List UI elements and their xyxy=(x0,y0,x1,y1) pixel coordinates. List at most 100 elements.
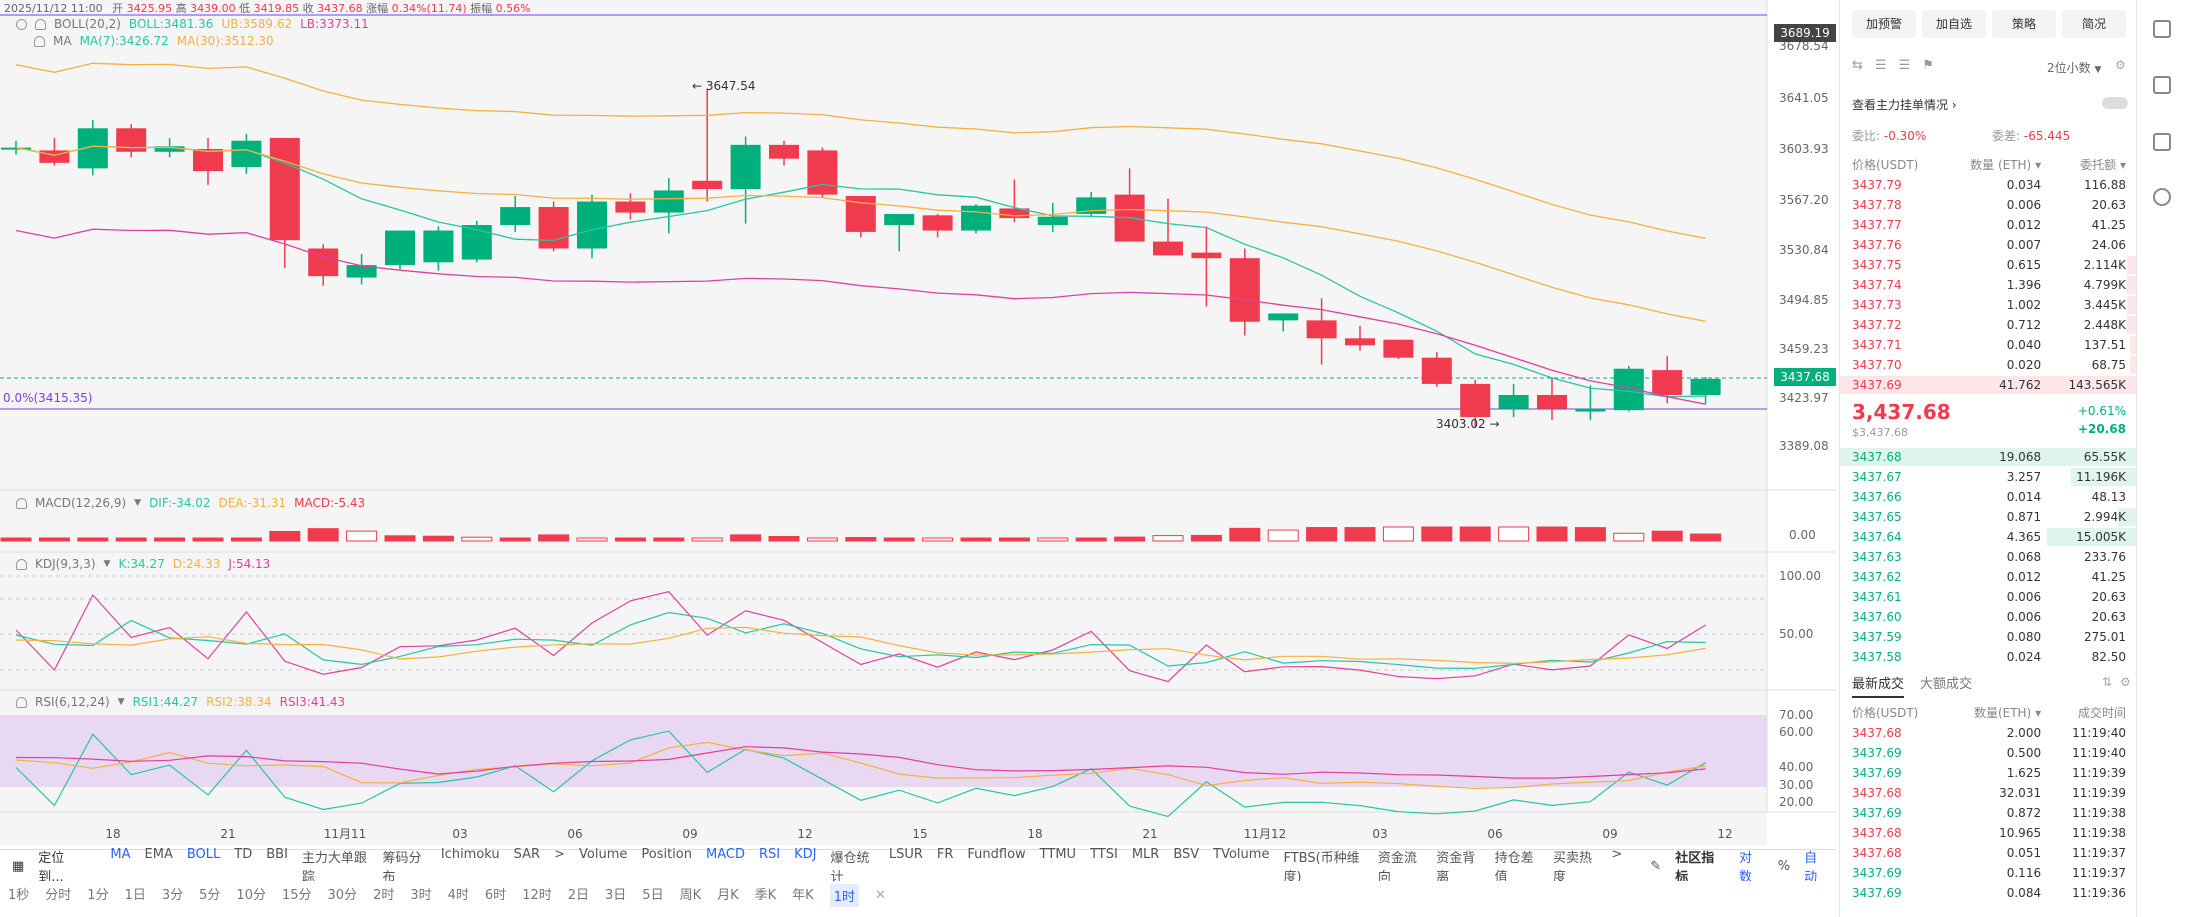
exchange-icon[interactable] xyxy=(2153,188,2171,206)
interval-item[interactable]: 周K xyxy=(679,887,702,903)
tab-latest-trades[interactable]: 最新成交 xyxy=(1852,673,1905,698)
indicator-item[interactable]: LSUR xyxy=(888,847,923,862)
candle-body[interactable] xyxy=(1,147,31,150)
interval-item[interactable]: 2时 xyxy=(373,887,395,903)
add-watchlist-button[interactable]: 加自选 xyxy=(1922,10,1986,38)
candle-body[interactable] xyxy=(577,201,607,249)
candle-body[interactable] xyxy=(1575,408,1606,412)
candle-body[interactable] xyxy=(1383,339,1414,358)
macd-legend[interactable]: MACD(12,26,9) ▼ DIF:-34.02 DEA:-31.31 MA… xyxy=(16,496,365,510)
interval-item[interactable]: 1时 xyxy=(829,883,859,907)
interval-item[interactable]: 4时 xyxy=(447,887,469,903)
indicator-item[interactable]: TVolume xyxy=(1213,847,1270,862)
ask-row[interactable]: 3437.69 41.762 143.565K xyxy=(1840,375,2136,395)
candle-body[interactable] xyxy=(116,128,147,152)
settings-icon[interactable]: ⚙ xyxy=(2120,675,2131,689)
indicator-item[interactable]: Volume xyxy=(579,847,628,862)
candle-body[interactable] xyxy=(692,180,723,190)
boll-legend[interactable]: BOLL(20,2) BOLL:3481.36 UB:3589.62 LB:33… xyxy=(16,17,369,31)
chart-icon[interactable] xyxy=(2153,133,2171,151)
indicator-item[interactable]: KDJ xyxy=(794,847,817,862)
candlestick-chart[interactable]: 3678.54 3641.05 3603.93 3567.20 3530.84 3494.… xyxy=(0,0,1836,845)
percent-toggle[interactable]: % xyxy=(1777,858,1791,874)
tab-large-trades[interactable]: 大额成交 xyxy=(1920,677,1973,692)
bid-row[interactable]: 3437.64 4.365 15.005K xyxy=(1840,527,2136,547)
bid-row[interactable]: 3437.66 0.014 48.13 xyxy=(1840,487,2136,507)
candle-body[interactable] xyxy=(1613,368,1644,411)
candle-body[interactable] xyxy=(1268,313,1299,321)
bid-row[interactable]: 3437.58 0.024 82.50 xyxy=(1840,647,2136,667)
ask-row[interactable]: 3437.78 0.006 20.63 xyxy=(1840,195,2136,215)
candle-body[interactable] xyxy=(730,144,761,190)
candle-body[interactable] xyxy=(1037,216,1068,226)
bid-row[interactable]: 3437.62 0.012 41.25 xyxy=(1840,567,2136,587)
main-orders-toggle[interactable] xyxy=(2102,97,2128,109)
community-icon[interactable]: ✎ xyxy=(1650,858,1662,874)
view-main-orders-link[interactable]: 查看主力挂单情况 › xyxy=(1852,98,1957,112)
candle-body[interactable] xyxy=(1345,338,1375,346)
ask-row[interactable]: 3437.74 1.396 4.799K xyxy=(1840,275,2136,295)
candle-body[interactable] xyxy=(500,207,531,226)
indicator-item[interactable]: MACD xyxy=(705,847,745,862)
indicator-item[interactable]: 主力大单跟踪 xyxy=(301,851,367,885)
overview-button[interactable]: 简况 xyxy=(2062,10,2126,38)
auto-toggle[interactable]: 自动 xyxy=(1804,851,1818,885)
interval-item[interactable]: 季K xyxy=(754,887,777,903)
candle-body[interactable] xyxy=(922,215,953,231)
ask-row[interactable]: 3437.77 0.012 41.25 xyxy=(1840,215,2136,235)
indicator-item[interactable]: FTBS(币种维度) xyxy=(1283,851,1360,885)
candle-body[interactable] xyxy=(884,213,915,226)
interval-item[interactable]: 2日 xyxy=(567,887,590,903)
candle-body[interactable] xyxy=(1229,258,1260,322)
candle-body[interactable] xyxy=(1153,241,1183,256)
interval-item[interactable]: 12时 xyxy=(522,887,552,903)
indicator-item[interactable]: TTMU xyxy=(1039,847,1077,862)
ask-row[interactable]: 3437.76 0.007 24.06 xyxy=(1840,235,2136,255)
rsi-legend[interactable]: RSI(6,12,24) ▼ RSI1:44.27 RSI2:38.34 RSI… xyxy=(16,695,345,709)
candle-body[interactable] xyxy=(423,230,454,263)
interval-item[interactable]: 1日 xyxy=(124,887,146,903)
interval-item[interactable]: 5日 xyxy=(642,887,664,903)
dropdown-icon[interactable]: ▼ xyxy=(103,559,111,569)
collapse-icon[interactable] xyxy=(16,18,27,30)
indicator-item[interactable]: FR xyxy=(936,847,954,862)
interval-item[interactable]: 6时 xyxy=(484,887,507,903)
orderbook-both-icon[interactable]: ⇆ xyxy=(1852,58,1863,73)
precision-select[interactable]: 2位小数 ▼ xyxy=(2047,59,2101,76)
bid-row[interactable]: 3437.61 0.006 20.63 xyxy=(1840,587,2136,607)
locate-icon[interactable]: ▦ xyxy=(12,858,25,874)
ask-row[interactable]: 3437.72 0.712 2.448K xyxy=(1840,315,2136,335)
candle-body[interactable] xyxy=(807,150,838,195)
candle-body[interactable] xyxy=(769,144,799,159)
interval-item[interactable]: 分时 xyxy=(45,887,72,903)
candle-body[interactable] xyxy=(1498,394,1529,409)
indicator-item[interactable]: 爆仓统计 xyxy=(830,851,870,885)
orderbook-asks-icon[interactable]: ☰ xyxy=(1898,58,1911,73)
interval-item[interactable]: 5分 xyxy=(199,887,221,903)
interval-item[interactable]: 1秒 xyxy=(8,887,30,903)
indicator-item[interactable]: Fundflow xyxy=(967,847,1026,862)
candle-body[interactable] xyxy=(961,205,991,231)
kdj-legend[interactable]: KDJ(9,3,3) ▼ K:34.27 D:24.33 J:54.13 xyxy=(16,557,270,571)
bid-row[interactable]: 3437.65 0.871 2.994K xyxy=(1840,507,2136,527)
candle-body[interactable] xyxy=(269,137,300,241)
dollar-icon[interactable] xyxy=(2153,20,2171,38)
interval-item[interactable]: 3日 xyxy=(605,887,627,903)
interval-item[interactable]: 10分 xyxy=(236,887,266,903)
chart-area[interactable]: 3678.54 3641.05 3603.93 3567.20 3530.84 3494.… xyxy=(0,0,1836,845)
bell-icon[interactable] xyxy=(16,696,27,708)
indicator-item[interactable]: 持仓差值 xyxy=(1494,851,1534,885)
grid-icon[interactable] xyxy=(2153,76,2171,94)
candle-body[interactable] xyxy=(154,146,185,152)
ask-row[interactable]: 3437.79 0.034 116.88 xyxy=(1840,175,2136,195)
bid-row[interactable]: 3437.68 19.068 65.55K xyxy=(1840,447,2136,467)
trades-header-qty[interactable]: 数量(ETH) ▾ xyxy=(1973,706,2042,720)
interval-item[interactable]: 月K xyxy=(717,887,739,903)
interval-item[interactable]: 15分 xyxy=(281,887,312,903)
bell-icon[interactable] xyxy=(35,18,46,30)
ask-row[interactable]: 3437.71 0.040 137.51 xyxy=(1840,335,2136,355)
indicator-item[interactable]: BOLL xyxy=(186,847,221,862)
candle-body[interactable] xyxy=(1306,320,1337,339)
ask-row[interactable]: 3437.75 0.615 2.114K xyxy=(1840,255,2136,275)
indicator-item[interactable]: TTSI xyxy=(1090,847,1118,862)
